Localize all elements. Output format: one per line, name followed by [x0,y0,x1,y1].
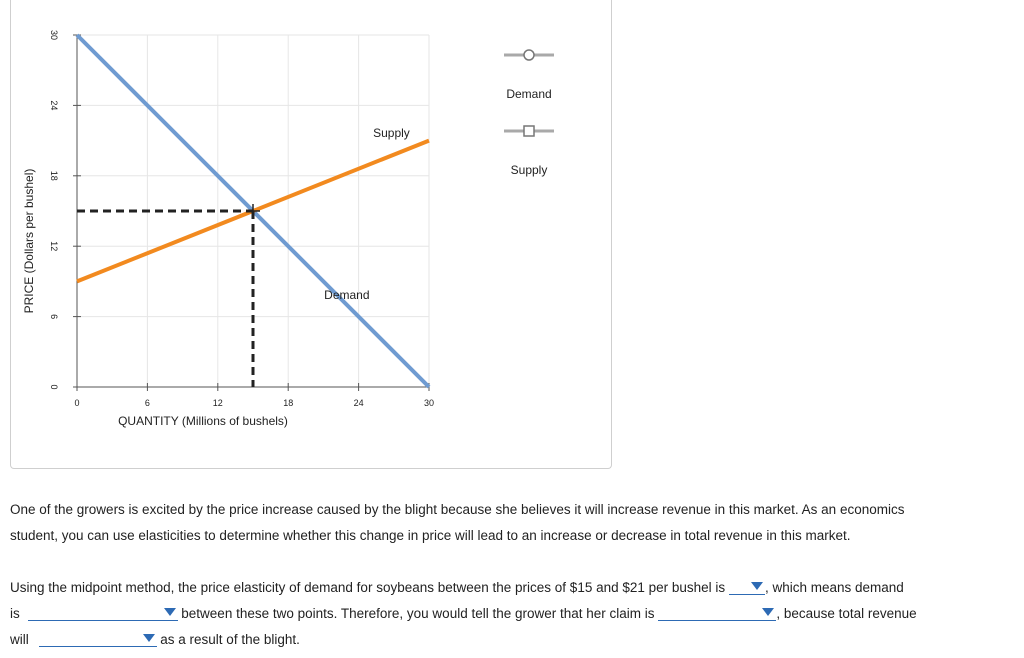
y-tick-label: 30 [49,30,59,40]
question-line-3: will as a result of the blight. [10,627,1015,653]
question-text: will [10,632,29,647]
chart-panel: 0 6 12 18 24 30 0 6 12 18 24 30 QUANTITY (Millions o… [10,0,612,469]
legend-supply-square-icon [523,125,535,137]
chevron-down-icon [762,608,775,616]
question-text: between these two points. Therefore, you… [181,606,655,621]
intro-paragraph-line-1: One of the growers is excited by the pri… [10,502,905,517]
claim-validity-dropdown[interactable] [658,606,777,621]
y-tick-label: 6 [49,314,59,319]
y-tick-label: 18 [49,171,59,181]
x-tick-label: 30 [424,398,434,408]
y-axis-title: PRICE (Dollars per bushel) [22,169,36,314]
price-quantity-chart: 0 6 12 18 24 30 0 6 12 18 24 30 QUANTITY (Millions o… [22,30,554,428]
x-axis-title: QUANTITY (Millions of bushels) [118,414,288,428]
legend-supply-label: Supply [511,163,548,177]
chevron-down-icon [163,608,176,616]
question-text: Using the midpoint method, the price ela… [10,580,726,595]
question-line-1: Using the midpoint method, the price ela… [10,575,1015,601]
legend-demand-circle-icon [523,49,535,61]
x-tick-label: 18 [283,398,293,408]
question-text: , which means demand [764,580,904,595]
supply-curve-label: Supply [373,126,410,140]
x-tick-label: 6 [145,398,150,408]
question-text: as a result of the blight. [160,632,300,647]
revenue-change-dropdown[interactable] [38,632,157,647]
y-tick-label: 0 [49,384,59,389]
demand-type-dropdown[interactable] [27,606,178,621]
question-line-2: is between these two points. Therefore, … [10,601,1015,627]
question-text: , because total revenue [776,606,917,621]
x-tick-label: 12 [213,398,223,408]
demand-curve-label: Demand [324,288,369,302]
chevron-down-icon [750,582,763,590]
intro-paragraph-line-2: student, you can use elasticities to det… [10,528,851,543]
y-tick-label: 24 [49,100,59,110]
question-text: is [10,606,20,621]
y-tick-label: 12 [49,241,59,251]
elasticity-value-dropdown[interactable] [728,580,765,595]
x-tick-label: 0 [74,398,79,408]
legend-demand-label: Demand [506,87,551,101]
x-tick-label: 24 [354,398,364,408]
chevron-down-icon [142,634,155,642]
